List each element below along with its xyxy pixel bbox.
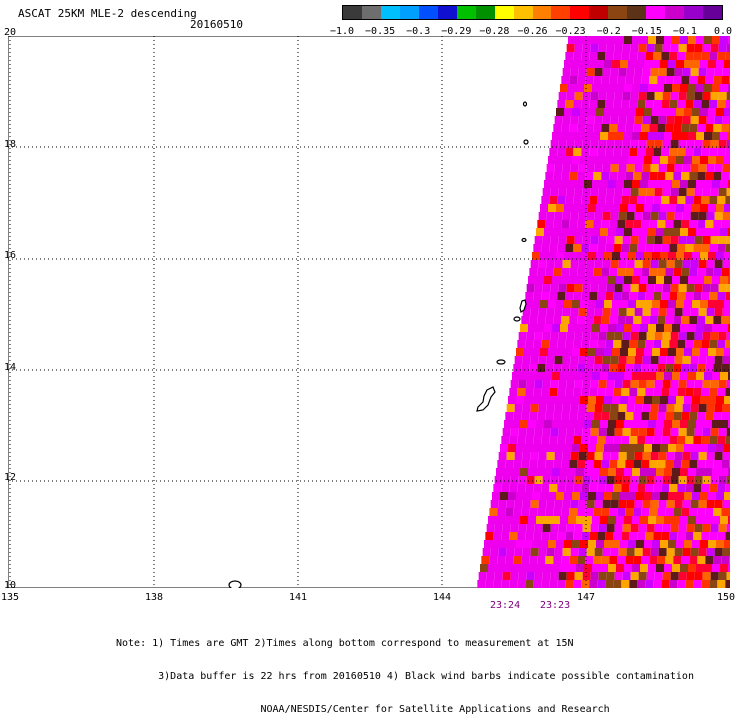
- footnotes: Note: 1) Times are GMT 2)Times along bot…: [116, 616, 694, 726]
- colorbar-tick: −0.29: [441, 26, 472, 37]
- colorbar-segment: [665, 6, 685, 19]
- colorbar: [342, 5, 723, 20]
- lon-label: 138: [144, 592, 164, 603]
- colorbar-tick: −0.3: [406, 26, 431, 37]
- island-outlines: [228, 101, 529, 588]
- island-outline: [522, 101, 528, 107]
- lon-label: 147: [576, 592, 596, 603]
- colorbar-tick: −0.35: [365, 26, 396, 37]
- note-line: NOAA/NESDIS/Center for Satellite Applica…: [116, 704, 610, 715]
- colorbar-segment: [703, 6, 723, 19]
- colorbar-segment: [684, 6, 704, 19]
- data-swath: [477, 36, 730, 588]
- island-outline: [521, 237, 527, 243]
- colorbar-segment: [475, 6, 495, 19]
- colorbar-segment: [361, 6, 381, 19]
- grid-lines: [8, 36, 730, 588]
- lon-label: 150: [716, 592, 736, 603]
- lat-label: 16: [4, 250, 17, 261]
- colorbar-segment: [513, 6, 533, 19]
- colorbar-segment: [494, 6, 514, 19]
- colorbar-segment: [551, 6, 571, 19]
- colorbar-segment: [608, 6, 628, 19]
- rota-outline: [496, 359, 506, 365]
- colorbar-segment: [589, 6, 609, 19]
- colorbar-segment: [456, 6, 476, 19]
- lat-label: 12: [4, 472, 17, 483]
- product-title: ASCAT 25KM MLE-2 descending: [18, 7, 197, 20]
- colorbar-tick: −0.15: [631, 26, 662, 37]
- lat-label: 18: [4, 139, 17, 150]
- colorbar-segment: [627, 6, 647, 19]
- colorbar-tick: −0.28: [479, 26, 510, 37]
- island-outline: [523, 139, 529, 145]
- colorbar-segment: [418, 6, 438, 19]
- colorbar-segment: [646, 6, 666, 19]
- lat-label: 10: [4, 580, 17, 591]
- saipan-outline: [519, 299, 527, 313]
- pass-time: 23:24: [490, 600, 521, 611]
- note-line: Note: 1) Times are GMT 2)Times along bot…: [116, 638, 574, 649]
- colorbar-segment: [380, 6, 400, 19]
- colorbar-ticks: −1.0 −0.35 −0.3 −0.29 −0.28 −0.26 −0.23 −0.2 −0.…: [329, 26, 733, 38]
- colorbar-segment: [532, 6, 552, 19]
- colorbar-segment: [570, 6, 590, 19]
- island-outline: [513, 316, 521, 322]
- pass-time: 23:23: [540, 600, 571, 611]
- lon-label: 141: [288, 592, 308, 603]
- colorbar-segment: [343, 6, 362, 19]
- colorbar-tick: −0.2: [596, 26, 621, 37]
- product-date: 20160510: [190, 18, 243, 31]
- lat-label: 20: [4, 27, 17, 38]
- colorbar-tick: −0.26: [517, 26, 548, 37]
- lon-label: 144: [432, 592, 452, 603]
- colorbar-tick: −0.23: [555, 26, 586, 37]
- note-line: 3)Data buffer is 22 hrs from 20160510 4)…: [116, 671, 694, 682]
- lat-label: 14: [4, 362, 17, 373]
- colorbar-tick: −0.1: [672, 26, 697, 37]
- swath-map: [8, 36, 730, 588]
- colorbar-tick: 0.0: [713, 26, 733, 37]
- guam-outline: [476, 386, 496, 412]
- colorbar-tick: −1.0: [329, 26, 355, 37]
- lon-label: 135: [0, 592, 20, 603]
- island-outline: [228, 580, 242, 588]
- colorbar-segment: [437, 6, 457, 19]
- colorbar-segment: [399, 6, 419, 19]
